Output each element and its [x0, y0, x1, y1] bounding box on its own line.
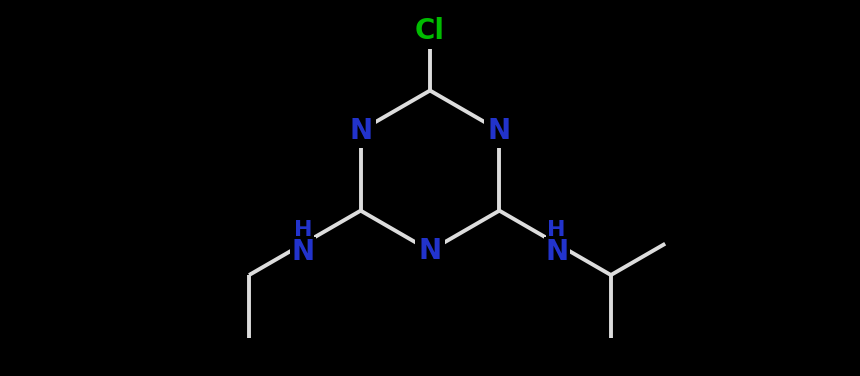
Text: H: H — [547, 220, 566, 240]
Text: N: N — [349, 117, 372, 144]
Text: N: N — [545, 238, 568, 266]
Text: N: N — [419, 237, 441, 265]
Text: N: N — [292, 238, 315, 266]
Text: Cl: Cl — [415, 17, 445, 45]
Text: N: N — [488, 117, 511, 144]
Text: H: H — [294, 220, 313, 240]
